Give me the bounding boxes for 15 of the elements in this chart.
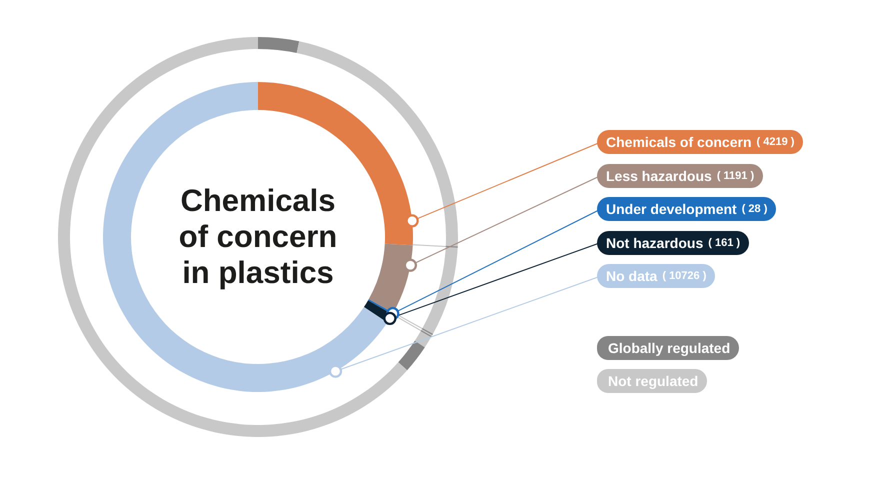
slice-label: Not hazardous	[606, 234, 704, 250]
data-label: ( 10726 )	[662, 270, 706, 282]
donut-slice	[258, 37, 300, 54]
data-label: ( 28 )	[742, 203, 768, 215]
legend-label: Globally regulated	[608, 340, 730, 356]
slice-label: No data	[606, 268, 658, 284]
donut-slice	[398, 340, 425, 370]
slice-label: Under development	[606, 201, 737, 217]
data-label: ( 161 )	[708, 236, 740, 248]
text: Chemicals of concern in plastics	[178, 182, 338, 292]
data-label: ( 1191 )	[716, 170, 754, 182]
data-label: ( 4219 )	[756, 136, 794, 148]
slice-label: Less hazardous	[606, 168, 712, 184]
slice-label: Chemicals of concern	[606, 134, 752, 150]
donut-slice	[58, 37, 408, 437]
